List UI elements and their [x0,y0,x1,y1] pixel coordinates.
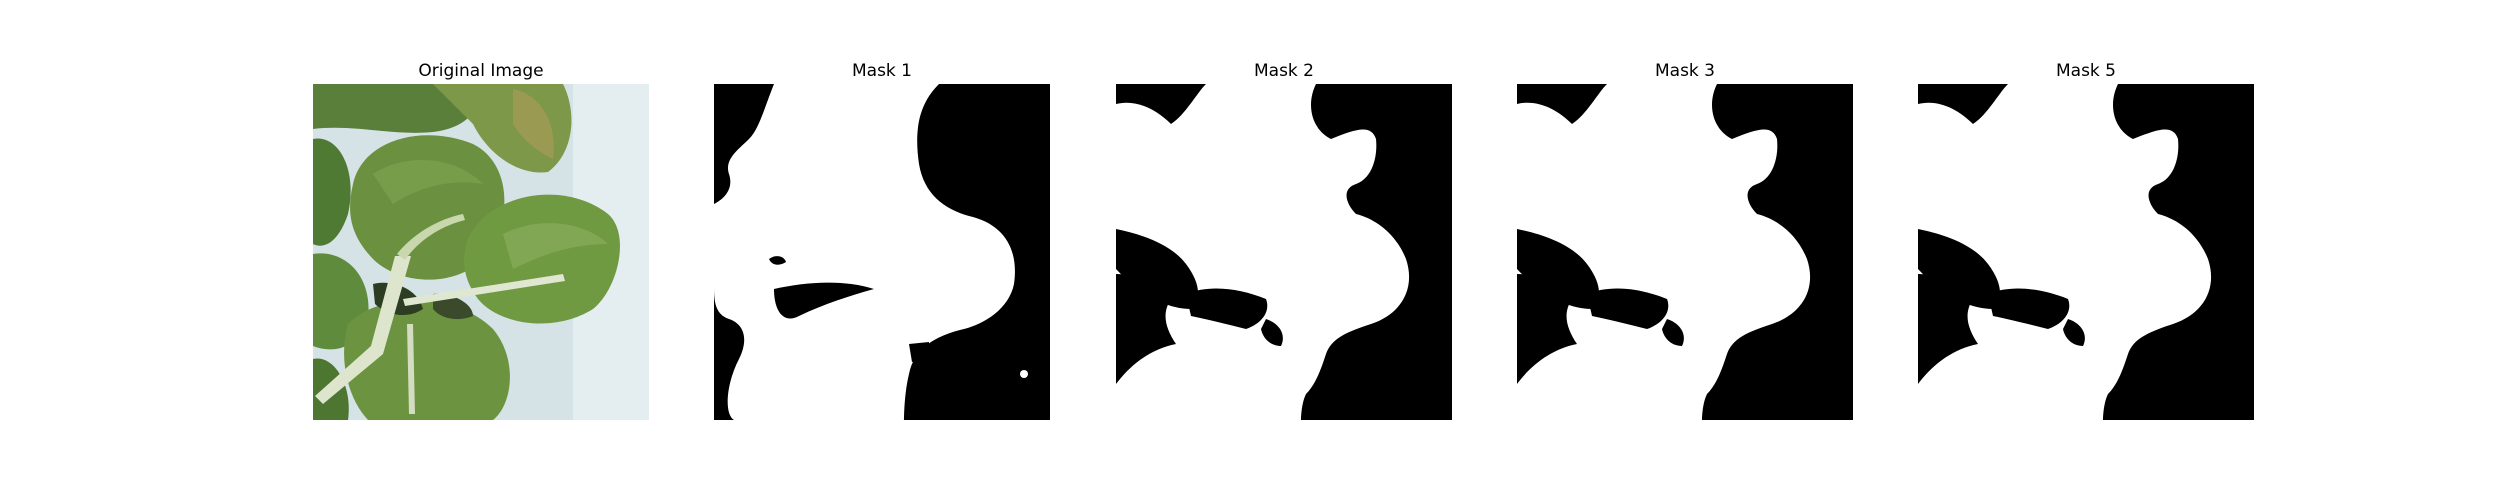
mask-1-image [714,84,1050,420]
panel-title: Mask 3 [1654,61,1715,81]
panel-title: Mask 5 [2055,61,2116,81]
mask-5-image [1918,84,2254,420]
panel-title: Original Image [418,61,544,81]
mask-2-image [1116,84,1452,420]
panel-title: Mask 1 [851,61,912,81]
panel-title: Mask 2 [1253,61,1314,81]
mask-3-image [1517,84,1853,420]
original-image [313,84,649,420]
